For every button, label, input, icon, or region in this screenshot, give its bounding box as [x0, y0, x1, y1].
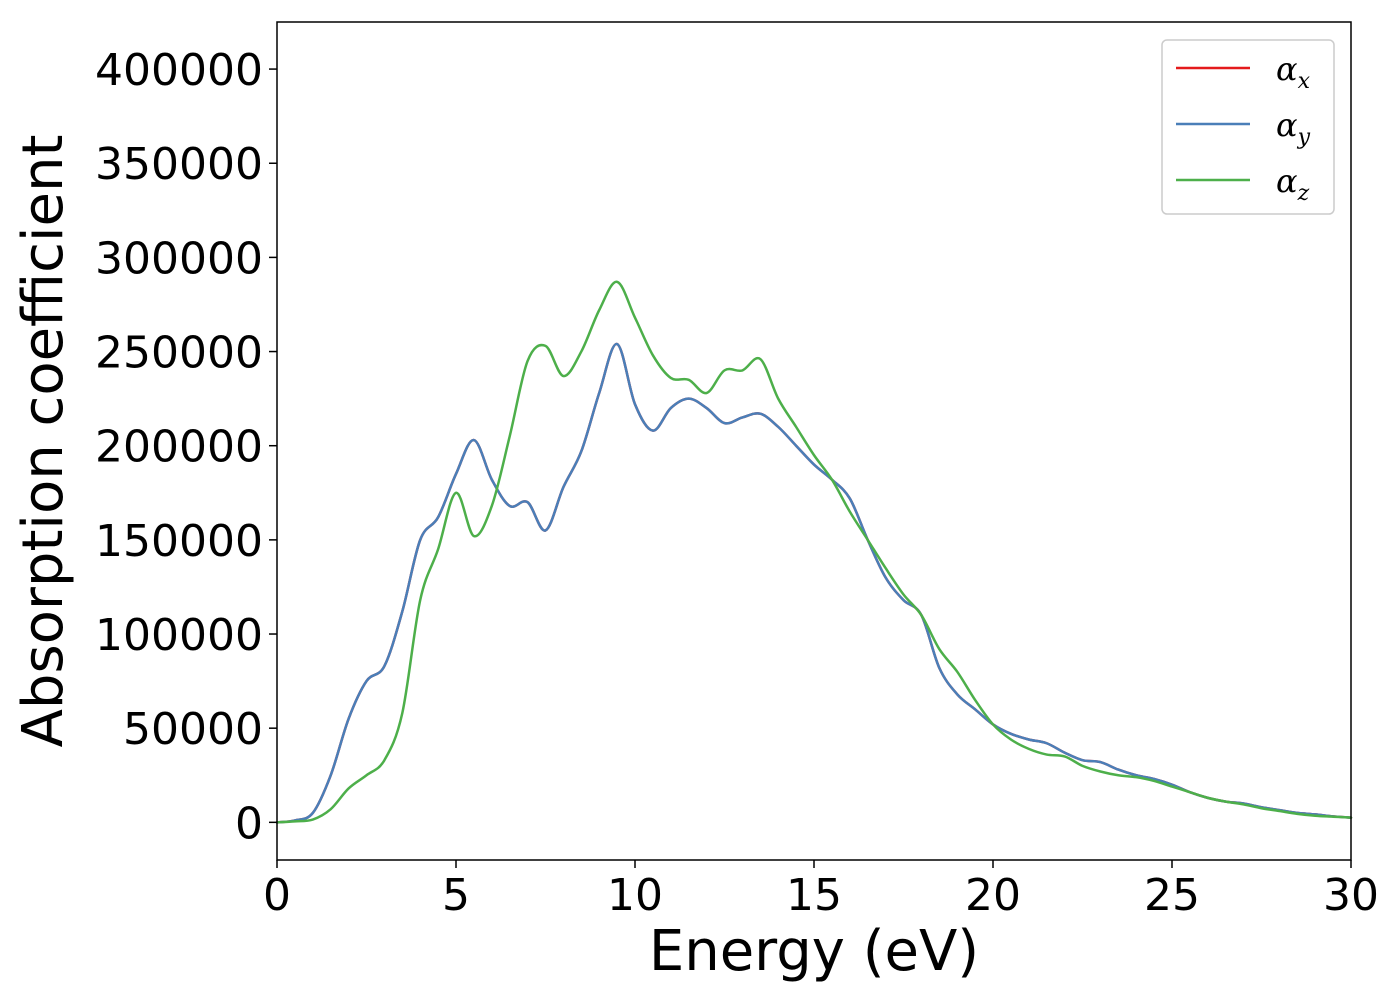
y-tick-label: 200000	[95, 422, 263, 473]
x-tick-label: 10	[607, 870, 663, 921]
series-line-z	[275, 280, 1353, 824]
legend-subscript: y	[1297, 125, 1311, 150]
y-tick-label: 50000	[123, 704, 263, 755]
y-tick-label: 300000	[95, 233, 263, 284]
y-axis: 0 50000 100000 150000 200000 250000 300000 3500…	[95, 45, 277, 849]
x-tick-label: 30	[1323, 870, 1379, 921]
y-tick-label: 350000	[95, 139, 263, 190]
series-line-x	[275, 342, 1353, 824]
legend-subscript: z	[1297, 181, 1310, 206]
y-axis-title: Absorption coefficient	[11, 135, 76, 748]
y-tick-label: 0	[235, 798, 263, 849]
x-tick-label: 0	[263, 870, 291, 921]
y-tick-label: 150000	[95, 516, 263, 567]
x-axis: 0 5 10 15 20 25 30	[263, 860, 1379, 921]
y-tick-label: 250000	[95, 328, 263, 379]
x-tick-label: 5	[442, 870, 470, 921]
legend-box	[1161, 39, 1335, 215]
plot-area	[275, 280, 1353, 824]
y-tick-label: 100000	[95, 610, 263, 661]
x-tick-label: 15	[786, 870, 842, 921]
y-tick-label: 400000	[95, 45, 263, 96]
x-tick-label: 25	[1144, 870, 1200, 921]
x-axis-title: Energy (eV)	[649, 919, 979, 984]
series-line-y	[275, 342, 1353, 824]
x-tick-label: 20	[965, 870, 1021, 921]
legend-subscript: x	[1298, 69, 1311, 94]
